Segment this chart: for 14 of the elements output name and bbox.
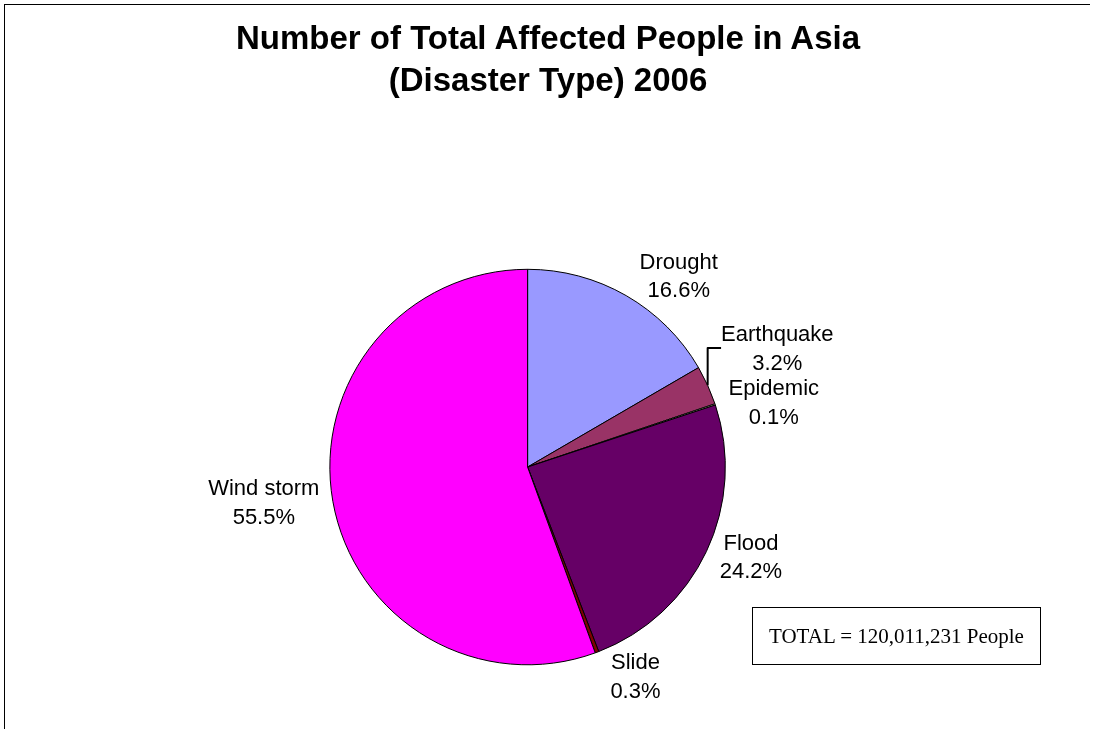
data-label: 0.1% [748, 403, 799, 429]
slice-label: Flood [723, 529, 779, 555]
slice-label: Drought [639, 248, 718, 274]
slice-label: Epidemic [728, 374, 820, 400]
slice-label: Earthquake [721, 321, 834, 347]
chart-title: Number of Total Affected People in Asia (Disaster Type) 2006 [235, 18, 861, 99]
data-label: 24.2% [719, 558, 783, 584]
data-label: 16.6% [647, 277, 710, 303]
data-label: 3.2% [752, 349, 803, 375]
slice-label: Slide [611, 648, 660, 674]
data-label: 55.5% [232, 504, 296, 529]
data-label: 0.3% [610, 677, 661, 703]
text: TOTAL = 120,011,231 People [769, 624, 1024, 648]
slice-label: Wind storm [208, 475, 320, 501]
